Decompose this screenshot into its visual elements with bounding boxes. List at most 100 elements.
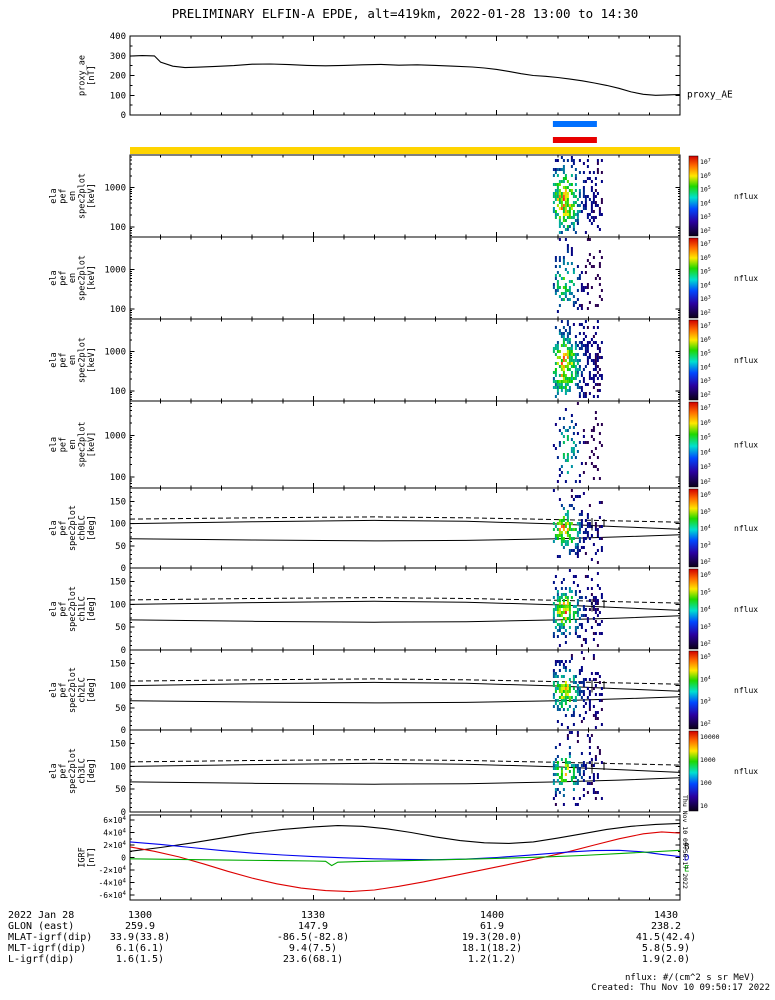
y-axis-label: pef bbox=[59, 520, 69, 535]
y-axis-label: spec2plot bbox=[78, 421, 88, 467]
y-axis-label: [keV] bbox=[87, 265, 97, 291]
data-line bbox=[129, 55, 681, 96]
xtick-label: 1430 bbox=[653, 910, 679, 921]
colorbar-title: nflux bbox=[734, 192, 758, 201]
y-axis-label: pef bbox=[59, 188, 69, 203]
spectrogram-burst bbox=[552, 320, 603, 398]
y-axis-label: spec2plot bbox=[78, 173, 88, 219]
y-axis-label: [keV] bbox=[87, 347, 97, 373]
y-axis-label: en bbox=[68, 355, 78, 365]
colorbar-tick: 104 bbox=[700, 524, 711, 532]
mlt-value: 6.1(6.1) bbox=[115, 943, 165, 954]
mlt-value: 9.4(7.5) bbox=[288, 943, 338, 954]
y-tick-label: 0 bbox=[121, 564, 126, 574]
y-tick-label: -2×104 bbox=[98, 866, 126, 875]
colorbar-tick: 102 bbox=[700, 478, 711, 486]
row-label-glon: GLON (east) bbox=[8, 921, 75, 932]
colorbar-tick: 106 bbox=[700, 335, 711, 343]
colorbar-tick: 107 bbox=[700, 158, 711, 166]
y-axis-label: IGRF bbox=[78, 847, 88, 867]
colorbar bbox=[688, 237, 699, 319]
data-line bbox=[129, 777, 681, 785]
colorbar-tick: 105 bbox=[700, 653, 711, 661]
mlat-value: -86.5(-82.8) bbox=[276, 932, 350, 943]
y-tick-label: 50 bbox=[115, 704, 126, 714]
legend-B: B bbox=[684, 843, 689, 853]
mlt-value: 5.8(5.9) bbox=[641, 943, 691, 954]
panel-frame bbox=[129, 400, 681, 489]
glon-value: 238.2 bbox=[650, 921, 682, 932]
colorbar-tick: 105 bbox=[700, 507, 711, 515]
panel-ela_pef_spec2plot_ch3LC: ela pef spec2plot ch3LC [deg]150100500100001… bbox=[49, 729, 758, 818]
colorbar-tick: 105 bbox=[700, 433, 711, 441]
colorbar bbox=[688, 488, 699, 568]
colorbar-tick: 106 bbox=[700, 171, 711, 179]
y-axis-label: spec2plot bbox=[68, 586, 78, 632]
epde-fast-mode-bar-red bbox=[552, 137, 597, 143]
panel-frame bbox=[129, 729, 681, 813]
created-timestamp: Created: Thu Nov 10 09:50:17 2022 bbox=[591, 983, 770, 993]
y-tick-label: -6×104 bbox=[98, 891, 126, 900]
colorbar bbox=[688, 650, 699, 730]
series-label: proxy_AE bbox=[687, 89, 733, 100]
colorbar-tick: 105 bbox=[700, 588, 711, 596]
y-axis-label: [nT] bbox=[87, 847, 97, 867]
data-line bbox=[129, 678, 681, 685]
xtick-label: 1300 bbox=[127, 910, 153, 921]
data-line bbox=[129, 831, 681, 893]
colorbar-tick: 102 bbox=[700, 558, 711, 566]
panel-frame bbox=[129, 35, 681, 116]
mlat-value: 33.9(33.8) bbox=[109, 932, 171, 943]
data-line bbox=[129, 681, 681, 692]
y-tick-label: 100 bbox=[110, 387, 126, 397]
y-axis-label: ela bbox=[49, 763, 59, 778]
panel-ela_pef_en_spec2plot_c: ela pef en spec2plot [keV] 1000 100 107 106 105 10… bbox=[49, 318, 758, 402]
y-tick-label: 1000 bbox=[104, 184, 126, 194]
data-line bbox=[129, 597, 681, 604]
colorbar-title: nflux bbox=[734, 274, 758, 283]
colorbar-tick: 103 bbox=[700, 622, 711, 630]
colorbar-tick: 104 bbox=[700, 281, 711, 289]
colorbar-tick: 104 bbox=[700, 199, 711, 207]
data-line bbox=[129, 822, 681, 852]
colorbar-tick: 106 bbox=[700, 253, 711, 261]
y-axis-label: ch2LC bbox=[78, 677, 88, 703]
y-tick-label: 150 bbox=[110, 659, 126, 669]
colorbar-tick: 105 bbox=[700, 267, 711, 275]
colorbar-title: nflux bbox=[734, 441, 758, 450]
y-tick-label: 50 bbox=[115, 785, 126, 795]
y-tick-label: -4×104 bbox=[98, 878, 126, 887]
y-axis-label: ch1LC bbox=[78, 596, 88, 622]
y-axis-label: en bbox=[68, 439, 78, 449]
y-tick-label: 0 bbox=[121, 854, 126, 863]
colorbar-tick: 103 bbox=[700, 377, 711, 385]
colorbar-tick: 103 bbox=[700, 213, 711, 221]
colorbar-tick: 104 bbox=[700, 675, 711, 683]
y-axis-label: [deg] bbox=[87, 677, 97, 703]
row-label-lshell: L-igrf(dip) bbox=[8, 954, 75, 965]
data-line bbox=[129, 600, 681, 611]
colorbar-tick: 104 bbox=[700, 448, 711, 456]
y-tick-label: 100 bbox=[110, 305, 126, 315]
y-axis-label: en bbox=[68, 273, 78, 283]
y-tick-label: 0 bbox=[121, 111, 126, 121]
data-line bbox=[129, 762, 681, 773]
y-tick-label: 100 bbox=[110, 91, 126, 101]
y-tick-label: 0 bbox=[121, 646, 126, 656]
colorbar-tick: 107 bbox=[700, 240, 711, 248]
panel-ela_pef_en_spec2plot_a: ela pef en spec2plot [keV] 1000 100 107 106 105 10… bbox=[49, 154, 758, 238]
colorbar-title: nflux bbox=[734, 605, 758, 614]
row-label-date: 2022 Jan 28 bbox=[8, 910, 75, 921]
y-tick-label: 200 bbox=[110, 72, 126, 82]
y-tick-label: 400 bbox=[110, 32, 126, 42]
legend-E: E bbox=[684, 865, 689, 875]
colorbar-tick: 102 bbox=[700, 309, 711, 317]
y-axis-label: pef bbox=[59, 270, 69, 285]
lshell-value: 1.9(2.0) bbox=[641, 954, 691, 965]
y-tick-label: 100 bbox=[110, 762, 126, 772]
y-axis-label: spec2plot bbox=[68, 667, 78, 713]
y-tick-label: 300 bbox=[110, 52, 126, 62]
colorbar-tick: 103 bbox=[700, 295, 711, 303]
glon-value: 147.9 bbox=[297, 921, 329, 932]
